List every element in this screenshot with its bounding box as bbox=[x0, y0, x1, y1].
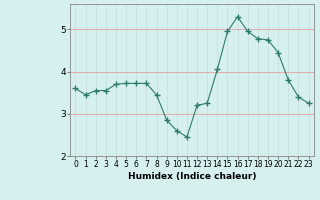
X-axis label: Humidex (Indice chaleur): Humidex (Indice chaleur) bbox=[128, 172, 256, 181]
